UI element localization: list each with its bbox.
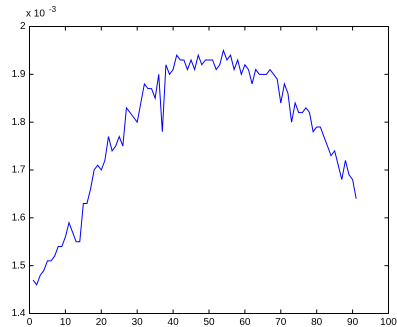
axes-box [29, 26, 389, 314]
x-tick-label: 10 [60, 317, 72, 327]
x-tick-label: 40 [168, 317, 180, 327]
y-tick-label: 1.8 [12, 117, 26, 128]
y-tick-label: 1.6 [12, 212, 26, 223]
y-tick-label: 1.7 [12, 165, 26, 176]
x-tick-label: 60 [239, 317, 251, 327]
x-tick-label: 90 [347, 317, 359, 327]
x-tick-label: 30 [132, 317, 144, 327]
y-tick-label: 2 [20, 21, 26, 32]
x-tick-label: 80 [311, 317, 323, 327]
x-tick-label: 100 [380, 317, 397, 327]
y-tick-label: 1.9 [12, 69, 26, 80]
y-multiplier: x 10 [26, 9, 45, 20]
x-tick-label: 50 [203, 317, 215, 327]
x-tick-label: 70 [275, 317, 287, 327]
y-multiplier-exponent: -3 [49, 5, 57, 14]
x-tick-label: 20 [96, 317, 108, 327]
line [32, 48, 357, 286]
y-tick-label: 1.5 [12, 260, 26, 271]
y-tick-label: 1.4 [12, 308, 26, 319]
x-tick-label: 0 [27, 317, 33, 327]
